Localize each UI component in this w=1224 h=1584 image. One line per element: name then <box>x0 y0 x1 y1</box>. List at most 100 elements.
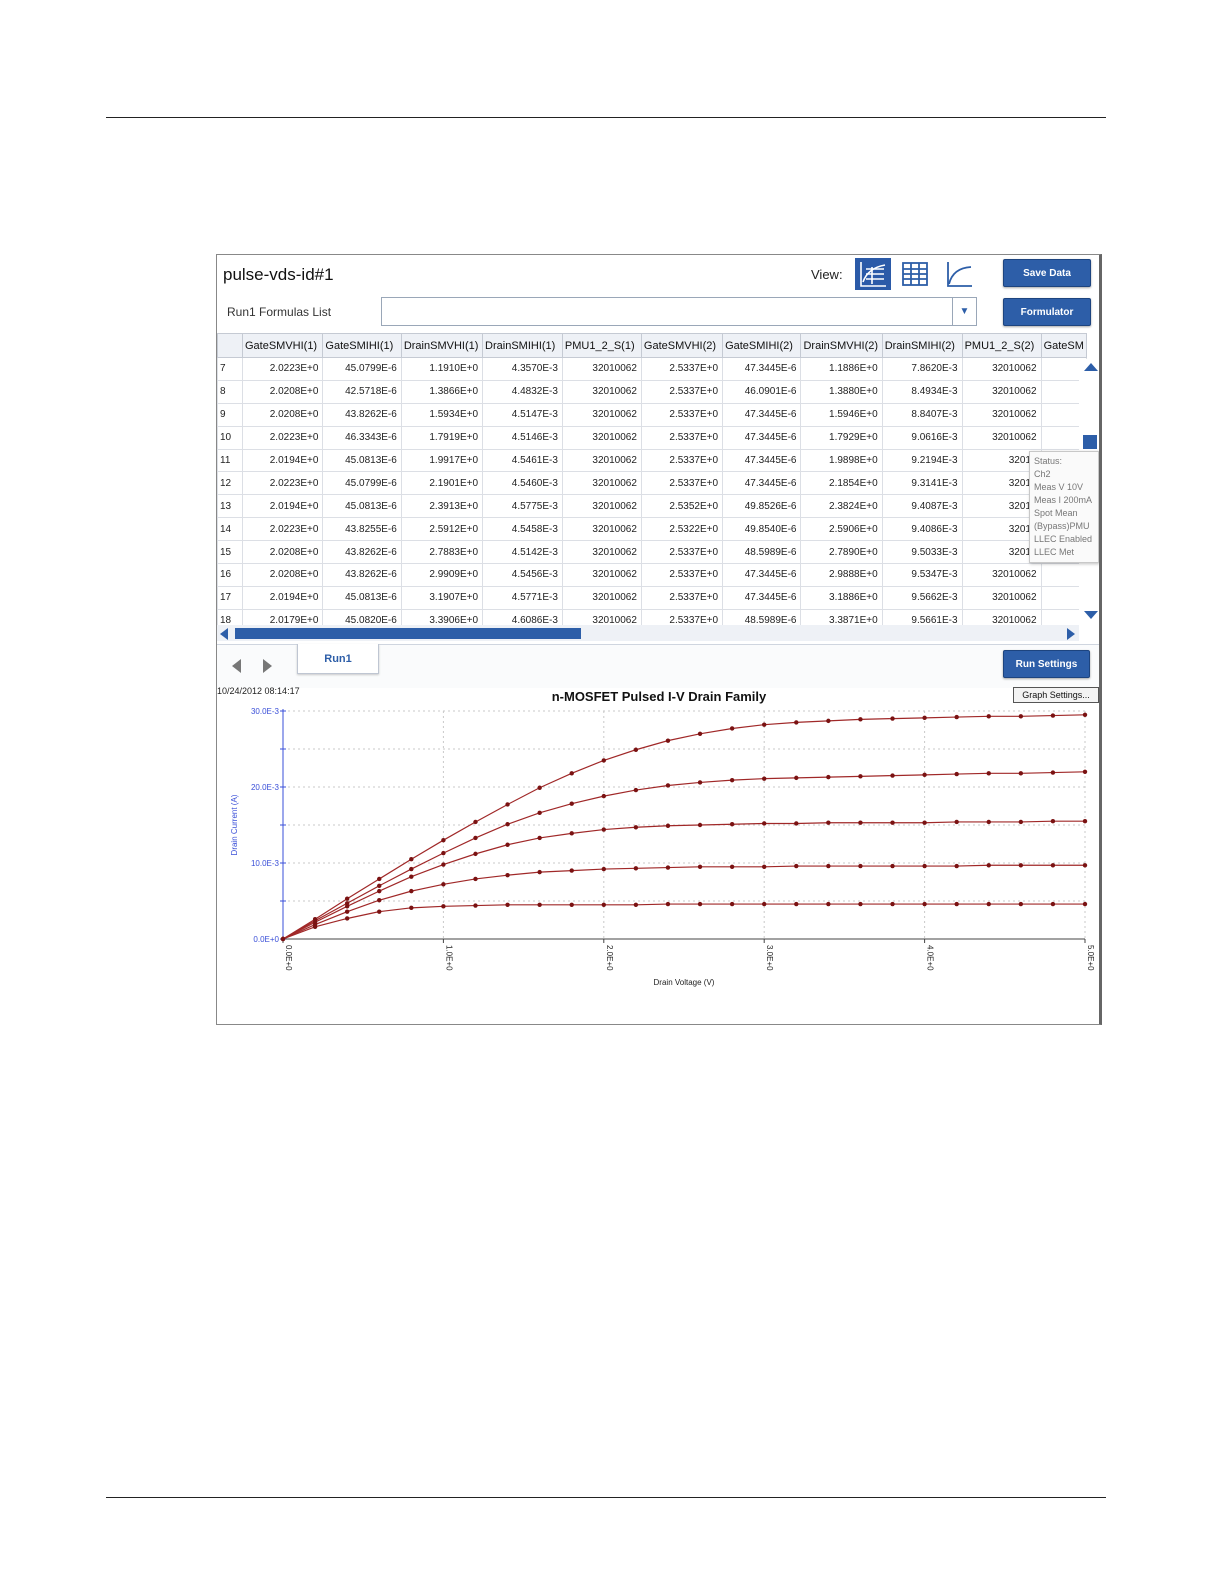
table-cell[interactable]: 2.5337E+0 <box>640 357 724 381</box>
table-cell[interactable]: 2.0223E+0 <box>241 471 324 496</box>
row-number-header[interactable] <box>217 333 243 358</box>
table-cell[interactable]: 2.0208E+0 <box>241 563 324 587</box>
table-cell[interactable]: 1.3880E+0 <box>800 379 883 404</box>
table-cell[interactable]: 9.2194E-3 <box>881 448 963 473</box>
table-cell[interactable]: 2.5337E+0 <box>640 471 724 496</box>
horizontal-scrollbar[interactable] <box>217 625 1079 641</box>
table-cell[interactable]: 3.3871E+0 <box>800 608 883 625</box>
row-number-cell[interactable]: 16 <box>217 563 243 587</box>
graph-and-sheet-view-icon[interactable] <box>855 258 891 290</box>
row-number-cell[interactable]: 15 <box>217 540 243 565</box>
table-cell[interactable]: 9.3141E-3 <box>881 471 963 496</box>
table-cell[interactable]: 32010062 <box>961 563 1042 587</box>
table-cell[interactable]: 8.4934E-3 <box>881 379 963 404</box>
table-cell[interactable]: 2.9888E+0 <box>800 563 883 587</box>
table-cell[interactable]: 32010062 <box>561 517 642 542</box>
table-cell[interactable]: 4.5142E-3 <box>482 540 563 565</box>
table-cell[interactable]: 47.3445E-6 <box>722 563 802 587</box>
table-cell[interactable]: 4.5146E-3 <box>482 425 563 450</box>
table-cell[interactable]: 2.1854E+0 <box>800 471 883 496</box>
column-header[interactable]: GateSMVHI(1) <box>241 333 324 358</box>
column-header[interactable]: DrainSMVHI(1) <box>400 333 484 358</box>
table-cell[interactable]: 47.3445E-6 <box>722 585 802 610</box>
run-settings-button[interactable]: Run Settings <box>1003 650 1090 678</box>
table-cell[interactable]: 32010062 <box>961 608 1042 625</box>
table-cell[interactable]: 1.1910E+0 <box>400 357 484 381</box>
table-cell[interactable]: 2.5337E+0 <box>640 540 724 565</box>
table-cell[interactable]: 1.3866E+0 <box>400 379 484 404</box>
table-cell[interactable]: 2.0223E+0 <box>241 357 324 381</box>
table-cell[interactable]: 2.5337E+0 <box>640 448 724 473</box>
table-cell[interactable]: 32010062 <box>961 585 1042 610</box>
graph-view-icon[interactable] <box>941 258 977 290</box>
table-cell[interactable]: 2.7890E+0 <box>800 540 883 565</box>
table-cell[interactable]: 9.0616E-3 <box>881 425 963 450</box>
column-header[interactable]: GateSMVHI(2) <box>640 333 724 358</box>
table-cell[interactable]: 46.0901E-6 <box>722 379 802 404</box>
scroll-down-icon[interactable] <box>1084 611 1098 619</box>
table-cell[interactable]: 4.5147E-3 <box>482 402 563 427</box>
table-cell[interactable]: 2.9909E+0 <box>400 563 484 587</box>
table-cell[interactable]: 3.1886E+0 <box>800 585 883 610</box>
table-cell[interactable]: 2.0194E+0 <box>241 494 324 519</box>
row-number-cell[interactable]: 11 <box>217 448 243 473</box>
table-cell[interactable]: 43.8255E-6 <box>322 517 402 542</box>
table-cell[interactable]: 4.5456E-3 <box>482 563 563 587</box>
table-cell[interactable]: 32010062 <box>561 471 642 496</box>
table-cell[interactable]: 2.0223E+0 <box>241 517 324 542</box>
table-cell[interactable]: 45.0799E-6 <box>322 357 402 381</box>
table-cell[interactable]: 32010062 <box>961 425 1042 450</box>
table-cell[interactable]: 1.9917E+0 <box>400 448 484 473</box>
table-cell[interactable]: 32010062 <box>561 448 642 473</box>
table-cell[interactable]: 3.1907E+0 <box>400 585 484 610</box>
column-header[interactable]: GateSMIHI(1) <box>322 333 402 358</box>
table-cell[interactable]: 1.5946E+0 <box>800 402 883 427</box>
table-cell[interactable]: 2.7883E+0 <box>400 540 484 565</box>
tab-next-icon[interactable] <box>263 659 272 673</box>
table-cell[interactable]: 32010062 <box>961 357 1042 381</box>
table-cell[interactable]: 32010062 <box>961 402 1042 427</box>
table-cell[interactable]: 43.8262E-6 <box>322 402 402 427</box>
table-cell[interactable]: 2.0208E+0 <box>241 540 324 565</box>
table-cell[interactable]: 9.5661E-3 <box>881 608 963 625</box>
table-cell[interactable]: 1.7919E+0 <box>400 425 484 450</box>
table-cell[interactable]: 4.5771E-3 <box>482 585 563 610</box>
table-cell[interactable]: 32010062 <box>961 379 1042 404</box>
table-cell[interactable]: 32010062 <box>561 540 642 565</box>
horizontal-scroll-thumb[interactable] <box>235 628 581 639</box>
table-cell[interactable]: 4.3570E-3 <box>482 357 563 381</box>
table-cell[interactable]: 47.3445E-6 <box>722 471 802 496</box>
table-cell[interactable]: 4.6086E-3 <box>482 608 563 625</box>
table-cell[interactable]: 2.0194E+0 <box>241 585 324 610</box>
table-cell[interactable]: 2.5337E+0 <box>640 608 724 625</box>
table-cell[interactable]: 47.3445E-6 <box>722 425 802 450</box>
table-cell[interactable]: 2.0223E+0 <box>241 425 324 450</box>
table-cell[interactable]: 48.5989E-6 <box>722 540 802 565</box>
table-cell[interactable]: 2.5337E+0 <box>640 563 724 587</box>
scroll-right-icon[interactable] <box>1067 628 1075 640</box>
column-header[interactable]: DrainSMIHI(1) <box>482 333 563 358</box>
column-header[interactable]: PMU1_2_S(1) <box>561 333 642 358</box>
table-cell[interactable]: 2.5337E+0 <box>640 585 724 610</box>
formulator-button[interactable]: Formulator <box>1003 298 1091 326</box>
table-cell[interactable]: 32010062 <box>561 494 642 519</box>
table-cell[interactable]: 32010062 <box>561 608 642 625</box>
table-cell[interactable]: 2.3913E+0 <box>400 494 484 519</box>
table-cell[interactable]: 4.5460E-3 <box>482 471 563 496</box>
table-cell[interactable]: 2.5352E+0 <box>640 494 724 519</box>
table-cell[interactable]: 2.3824E+0 <box>800 494 883 519</box>
table-cell[interactable]: 47.3445E-6 <box>722 357 802 381</box>
table-cell[interactable]: 49.8540E-6 <box>722 517 802 542</box>
table-cell[interactable]: 2.0208E+0 <box>241 402 324 427</box>
table-cell[interactable]: 7.8620E-3 <box>881 357 963 381</box>
table-cell[interactable]: 2.5322E+0 <box>640 517 724 542</box>
table-cell[interactable]: 2.1901E+0 <box>400 471 484 496</box>
table-cell[interactable]: 48.5989E-6 <box>722 608 802 625</box>
row-number-cell[interactable]: 7 <box>217 357 243 381</box>
table-cell[interactable]: 2.5912E+0 <box>400 517 484 542</box>
table-cell[interactable]: 49.8526E-6 <box>722 494 802 519</box>
table-cell[interactable]: 45.0813E-6 <box>322 494 402 519</box>
table-cell[interactable]: 2.5337E+0 <box>640 379 724 404</box>
column-header[interactable]: DrainSMIHI(2) <box>881 333 963 358</box>
table-cell[interactable]: 3.3906E+0 <box>400 608 484 625</box>
